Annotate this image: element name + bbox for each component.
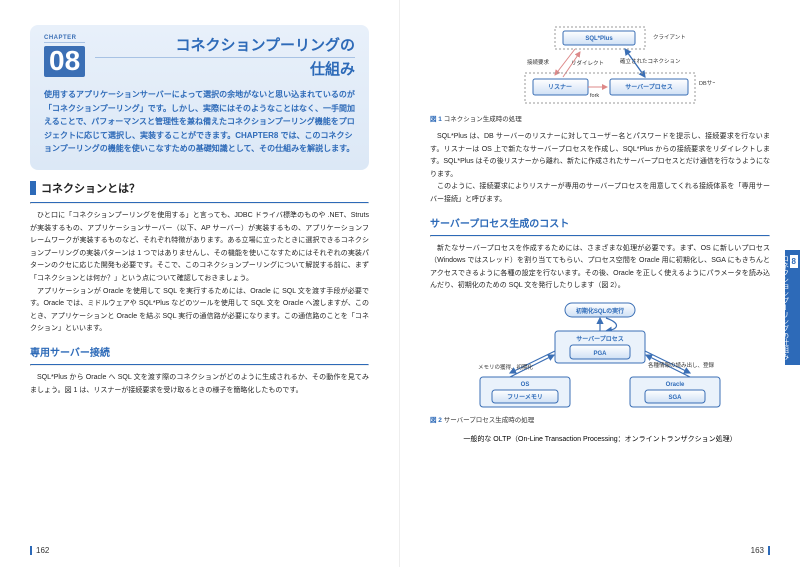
page-right: SQL*Plus クライアント 接続要求 リダイレクト 確立されたコネクション …	[400, 0, 800, 567]
figure-2-svg: 初期化SQLの実行 サーバープロセス PGA メモリの獲得、初期化 各種情報の読…	[470, 301, 730, 411]
section-bar-icon	[30, 181, 36, 195]
fork-label: fork	[590, 93, 599, 99]
body-paragraph: このように、接続要求によりリスナーが専用のサーバープロセスを用意してくれる接続体…	[430, 181, 770, 206]
subsection-rule	[430, 235, 770, 237]
section-heading: コネクションとは？	[30, 180, 369, 196]
initsql-label: 初期化SQLの実行	[576, 307, 624, 315]
figure-1-svg: SQL*Plus クライアント 接続要求 リダイレクト 確立されたコネクション …	[485, 25, 715, 110]
fig2-num: 図 2	[430, 417, 442, 424]
page-spread: CHAPTER 08 コネクションプーリングの 仕組み 使用するアプリケーション…	[0, 0, 800, 567]
body-paragraph: SQL*Plus は、DB サーバーのリスナーに対してユーザー名とパスワードを提…	[430, 131, 770, 181]
subsection-title: 専用サーバー接続	[30, 344, 369, 359]
chapter-label: CHAPTER	[44, 35, 85, 41]
chapter-rule	[44, 42, 85, 43]
footnote: 一般的な OLTP（On-Line Transaction Processing…	[430, 434, 770, 444]
body-paragraph: アプリケーションが Oracle を使用して SQL を実行するためには、Ora…	[30, 286, 369, 336]
oracle-label: Oracle	[666, 382, 685, 388]
freemem-label: フリーメモリ	[507, 394, 543, 401]
chapter-title-line2: 仕組み	[310, 61, 355, 78]
side-tab: 8 コネクションプーリングの仕組み	[785, 250, 800, 365]
subsection-rule	[30, 364, 369, 366]
chapter-header-box: CHAPTER 08 コネクションプーリングの 仕組み 使用するアプリケーション…	[30, 25, 369, 170]
section-title: コネクションとは？	[41, 180, 140, 196]
subsection-title: サーバープロセス生成のコスト	[430, 215, 770, 230]
pga-label: PGA	[593, 351, 607, 357]
chapter-description: 使用するアプリケーションサーバーによって選択の余地がないと思い込まれているのが「…	[44, 88, 355, 156]
body-paragraph: ひと口に「コネクションプーリングを使用する」と言っても、JDBC ドライバ標準の…	[30, 210, 369, 286]
section-rule	[30, 202, 369, 204]
dbserver-label: DBサーバー	[699, 80, 715, 87]
figure-2-caption: 図 2 サーバープロセス生成時の処理	[430, 414, 770, 424]
sga-label: SGA	[668, 395, 682, 401]
fig2-text: サーバープロセス生成時の処理	[444, 417, 535, 424]
fig1-num: 図 1	[430, 116, 442, 123]
chapter-title-line1: コネクションプーリングの	[175, 37, 355, 54]
info-label: 各種情報の読み出し、登録	[648, 361, 715, 369]
figure-2: 初期化SQLの実行 サーバープロセス PGA メモリの獲得、初期化 各種情報の読…	[430, 301, 770, 424]
serverproc-label: サーバープロセス	[625, 83, 673, 91]
req-label: 接続要求	[527, 58, 550, 66]
chapter-title: コネクションプーリングの 仕組み	[95, 35, 355, 80]
side-tab-text: コネクションプーリングの仕組み	[782, 255, 789, 360]
page-left: CHAPTER 08 コネクションプーリングの 仕組み 使用するアプリケーション…	[0, 0, 400, 567]
chapter-title-rule	[95, 57, 355, 58]
arrow-info	[645, 351, 690, 373]
mem-label: メモリの獲得、初期化	[478, 363, 534, 371]
side-tab-num: 8	[790, 255, 798, 268]
os-label: OS	[521, 382, 530, 388]
conn-label: 確立されたコネクション	[620, 57, 681, 65]
page-number-right: 163	[751, 546, 770, 555]
serverproc2-label: サーバープロセス	[576, 335, 624, 343]
body-paragraph: SQL*Plus から Oracle へ SQL 文を渡す際のコネクションがどの…	[30, 372, 369, 397]
sqlplus-label: SQL*Plus	[585, 36, 613, 42]
body-paragraph: 新たなサーバープロセスを作成するためには、さまざまな処理が必要です。まず、OS …	[430, 243, 770, 293]
client-label: クライアント	[653, 34, 686, 41]
chapter-head-row: CHAPTER 08 コネクションプーリングの 仕組み	[44, 35, 355, 80]
redirect-label: リダイレクト	[571, 59, 604, 67]
figure-1-caption: 図 1 コネクション生成時の処理	[430, 113, 770, 123]
arrow-loop	[606, 318, 617, 331]
page-number-left: 162	[30, 546, 49, 555]
chapter-number: 08	[44, 46, 85, 77]
figure-1: SQL*Plus クライアント 接続要求 リダイレクト 確立されたコネクション …	[430, 25, 770, 123]
fig1-text: コネクション生成時の処理	[444, 116, 522, 123]
chapter-badge-col: CHAPTER 08	[44, 35, 85, 77]
listener-label: リスナー	[548, 84, 572, 91]
